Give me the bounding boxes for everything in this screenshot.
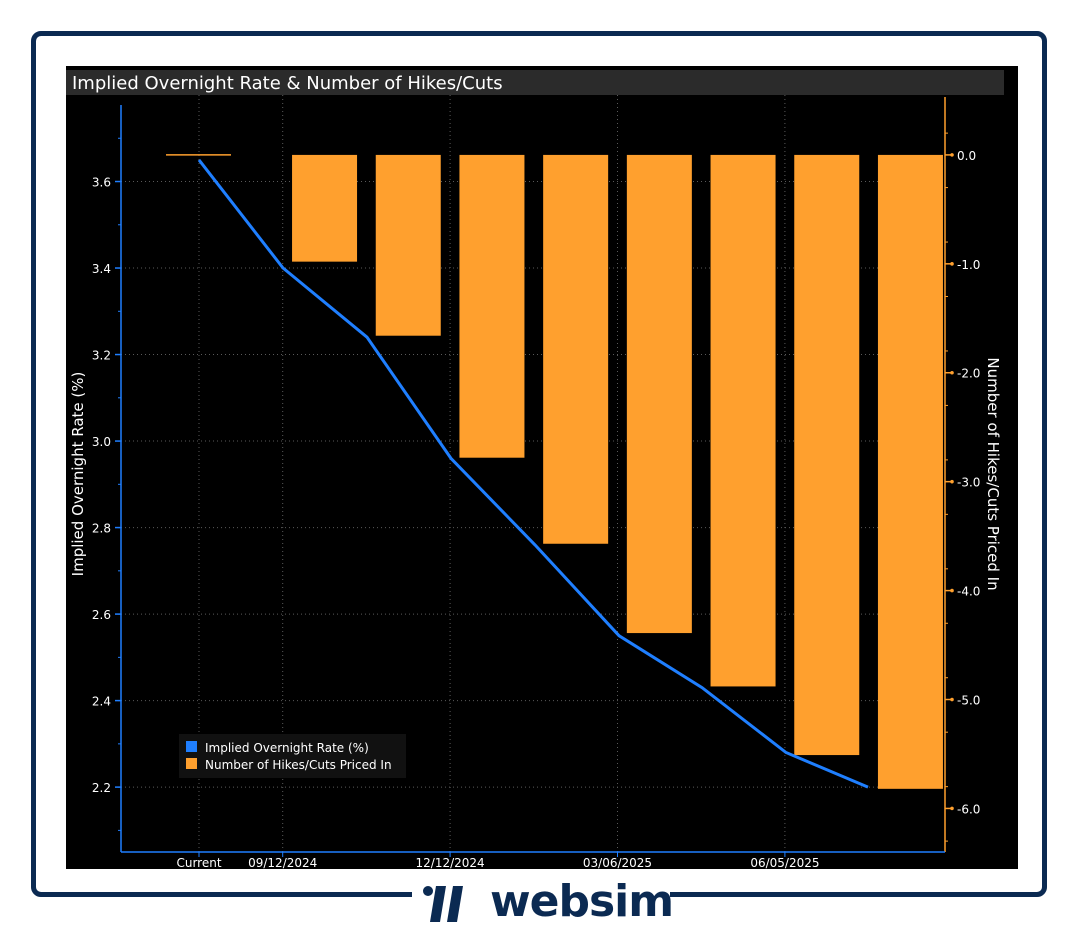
line-series (197, 158, 869, 789)
bar (543, 154, 609, 544)
bar (292, 154, 358, 262)
y-tick-marker-right (950, 479, 954, 484)
bar (459, 154, 525, 458)
y-tick-label-left: 2.6 (92, 608, 111, 622)
y-tick-label-right: -6.0 (957, 802, 980, 816)
y-tick-label-left: 2.8 (92, 522, 111, 536)
bar (877, 154, 943, 789)
x-tick-label: 06/05/2025 (750, 856, 819, 869)
y-tick-label-right: 0.0 (957, 149, 976, 163)
legend-swatch-bar (186, 758, 197, 769)
bars (166, 154, 943, 789)
websim-logo-icon (423, 886, 463, 922)
y-tick-label-left: 3.0 (92, 435, 111, 449)
y-tick-marker-right (950, 262, 954, 266)
y-tick-label-left: 2.4 (92, 695, 111, 709)
axes: 3.6 3.4 3.2 3.0 2.8 2.6 2.4 2.2 0.0 -1.0 -2.0 -3.0 -… (92, 97, 980, 870)
legend-label-bar: Number of Hikes/Cuts Priced In (205, 758, 392, 772)
legend-label-line: Implied Overnight Rate (%) (205, 741, 369, 755)
y-tick-marker-right (950, 697, 954, 702)
chart-panel: 3.6 3.4 3.2 3.0 2.8 2.6 2.4 2.2 0.0 -1.0 -2.0 -3.0 -… (66, 66, 1018, 870)
y-tick-label-right: -2.0 (957, 367, 980, 381)
legend: Implied Overnight Rate (%) Number of Hik… (179, 734, 406, 778)
x-tick-label: 12/12/2024 (416, 856, 485, 869)
chart-svg: 3.6 3.4 3.2 3.0 2.8 2.6 2.4 2.2 0.0 -1.0 -2.0 -3.0 -… (66, 70, 1004, 870)
y-tick-label-right: -5.0 (957, 694, 980, 708)
y-tick-label-left: 2.2 (92, 781, 111, 795)
y-tick-label-right: -3.0 (957, 476, 980, 490)
grid (121, 95, 945, 852)
brand-logo: websim (412, 876, 674, 930)
bar (375, 154, 441, 336)
bar (710, 154, 776, 687)
y-tick-marker-right (950, 588, 954, 593)
legend-box (179, 734, 406, 778)
chart-title: Implied Overnight Rate & Number of Hikes… (72, 73, 503, 94)
x-tick-label: 09/12/2024 (248, 856, 317, 869)
legend-swatch-line (186, 741, 197, 752)
y-tick-label-left: 3.4 (92, 262, 111, 276)
y-axis-right-label: Number of Hikes/Cuts Priced In (984, 357, 1002, 590)
y-tick-label-left: 3.2 (92, 349, 111, 363)
y-tick-label-right: -4.0 (957, 585, 980, 599)
title-bar (66, 70, 1004, 95)
y-tick-label-left: 3.6 (92, 176, 111, 190)
y-tick-marker-right (950, 806, 954, 811)
y-tick-marker-right (950, 370, 954, 375)
x-tick-label: 03/06/2025 (583, 856, 652, 869)
y-tick-marker-right (950, 153, 954, 157)
bar (626, 154, 692, 634)
y-axis-label: Implied Overnight Rate (%) (69, 372, 87, 577)
bar (794, 154, 860, 756)
y-tick-label-right: -1.0 (957, 258, 980, 272)
x-tick-label: Current (176, 856, 221, 869)
brand-name: websim (490, 876, 674, 927)
